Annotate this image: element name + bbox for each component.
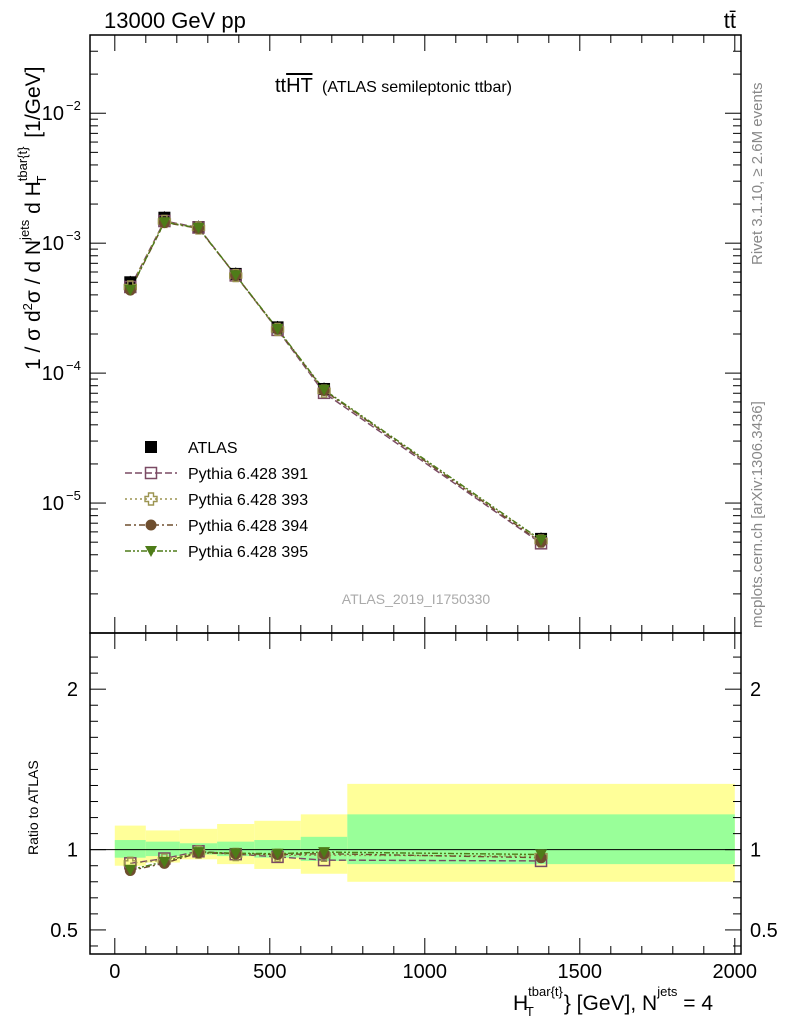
- band-inner-0: [114, 840, 146, 858]
- main-y-tick-label: 10: [42, 363, 64, 385]
- ratio-y-tick-label-right: 1: [750, 840, 761, 862]
- plot-title: ttHT (ATLAS semileptonic ttbar): [275, 75, 512, 97]
- series-markers: [123, 211, 548, 877]
- legend-marker-ATLAS: [145, 441, 157, 453]
- legend-label-ATLAS: ATLAS: [188, 440, 238, 457]
- series-lines: [129, 211, 542, 872]
- ratio-point-395: [318, 847, 331, 859]
- ratio-y-tick-label: 2: [67, 679, 78, 701]
- x-tick-label: 0: [109, 961, 120, 983]
- x-tick-label: 500: [253, 961, 286, 983]
- x-tick-label: 1000: [403, 961, 448, 983]
- x-axis-label: Htbar{t} T} [GeV], Njets = 4: [513, 984, 713, 1019]
- main-point-395: [318, 384, 331, 396]
- svg-text:1 / σ d2σ / d Njets d Htbar{t: 1 / σ d2σ / d Njets d Htbar{t} T [1/GeV]: [15, 66, 49, 370]
- legend-label-394: Pythia 6.428 394: [188, 518, 308, 535]
- main-y-tick-exponent: −3: [66, 228, 81, 243]
- main-y-axis-label: 1 / σ d2σ / d Njets d Htbar{t} T [1/GeV]: [15, 66, 49, 370]
- main-y-tick-label: 10: [42, 233, 64, 255]
- ratio-y-axis-label: Ratio to ATLAS: [25, 760, 41, 855]
- legend-marker-394: [145, 519, 157, 531]
- analysis-watermark: ATLAS_2019_I1750330: [342, 591, 491, 607]
- ratio-point-395: [192, 847, 205, 859]
- title-overline: HT: [286, 75, 312, 97]
- x-tick-label: 2000: [713, 961, 758, 983]
- main-y-tick-label: 10: [42, 493, 64, 515]
- rivet-version-label: Rivet 3.1.10, ≥ 2.6M events: [749, 83, 766, 266]
- x-tick-label: 1500: [558, 961, 603, 983]
- legend-marker-395: [145, 546, 157, 557]
- ratio-y-tick-label: 1: [67, 840, 78, 862]
- main-y-tick-exponent: −5: [66, 488, 81, 503]
- main-point-395: [124, 284, 137, 296]
- ratio-point-395: [124, 864, 137, 876]
- ratio-point-395: [229, 848, 242, 860]
- energy-label: 13000 GeV pp: [104, 8, 246, 33]
- ratio-point-395: [158, 856, 171, 868]
- main-point-395: [158, 217, 171, 229]
- legend-label-395: Pythia 6.428 395: [188, 544, 308, 561]
- legend-label-393: Pythia 6.428 393: [188, 492, 308, 509]
- ratio-y-tick-label: 0.5: [50, 920, 78, 942]
- mcplots-label: mcplots.cern.ch [arXiv:1306.3436]: [749, 401, 766, 628]
- process-label: tt̄: [724, 8, 736, 33]
- ratio-uncertainty-bands: [90, 783, 741, 882]
- ratio-plot-frame: [89, 632, 742, 955]
- ratio-y-tick-label-right: 0.5: [750, 920, 778, 942]
- ratio-point-395: [271, 848, 284, 860]
- main-point-395: [192, 222, 205, 234]
- main-y-tick-label: 10: [42, 103, 64, 125]
- ratio-point-395: [535, 849, 548, 861]
- main-point-395: [229, 270, 242, 282]
- ratio-y-tick-label-right: 2: [750, 679, 761, 701]
- main-y-tick-exponent: −4: [66, 358, 81, 373]
- legend: ATLAS Pythia 6.428 391 Pythia 6.428 393 Pyt…: [125, 440, 308, 561]
- band-inner-1: [145, 841, 180, 857]
- svg-text:Htbar{t}T} [GeV], Njets = 4: Htbar{t} T} [GeV], Njets = 4: [513, 984, 713, 1019]
- legend-marker-391: [144, 466, 158, 480]
- main-point-395: [535, 534, 548, 546]
- legend-label-391: Pythia 6.428 391: [188, 466, 308, 483]
- main-point-395: [271, 323, 284, 335]
- main-y-tick-exponent: −2: [66, 98, 81, 113]
- legend-marker-393: [144, 492, 158, 506]
